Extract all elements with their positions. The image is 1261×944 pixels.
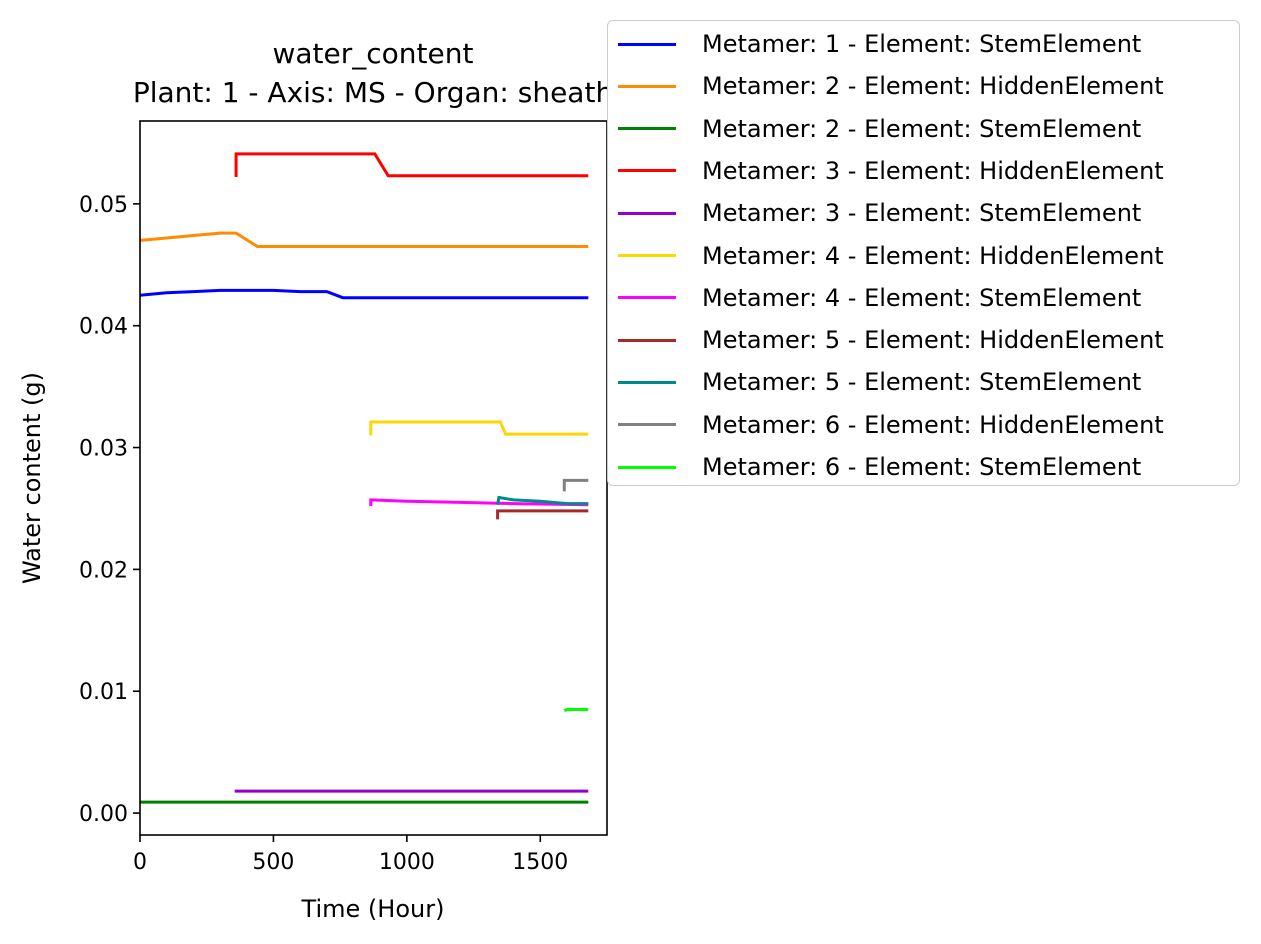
legend-swatch (618, 380, 676, 384)
chart-title: water_content (273, 37, 474, 70)
series-line-1 (139, 288, 589, 300)
legend-item: Metamer: 3 - Element: StemElement (618, 193, 1141, 233)
legend-item: Metamer: 2 - Element: StemElement (618, 109, 1141, 149)
legend-item: Metamer: 4 - Element: HiddenElement (618, 236, 1164, 276)
x-tick-label: 1000 (379, 850, 435, 875)
legend-label: Metamer: 5 - Element: StemElement (702, 368, 1142, 397)
legend-label: Metamer: 2 - Element: StemElement (702, 114, 1142, 143)
y-tick-label: 0.00 (79, 802, 128, 827)
series-line-6 (369, 420, 589, 436)
legend-item: Metamer: 4 - Element: StemElement (618, 278, 1141, 318)
x-axis: 0 500 1000 1500 (133, 835, 568, 875)
legend-label: Metamer: 4 - Element: HiddenElement (702, 241, 1164, 270)
legend-label: Metamer: 3 - Element: StemElement (702, 199, 1142, 228)
y-tick-label: 0.03 (79, 437, 128, 462)
legend: Metamer: 1 - Element: StemElement Metamer… (607, 20, 1240, 486)
legend-item: Metamer: 6 - Element: StemElement (618, 447, 1141, 487)
series-line-4 (234, 152, 589, 178)
x-tick-label: 500 (252, 850, 294, 875)
legend-swatch (618, 84, 676, 88)
series-layer (139, 152, 589, 804)
series-line-11 (563, 708, 589, 713)
legend-swatch (618, 42, 676, 46)
legend-swatch (618, 254, 676, 257)
legend-swatch (618, 211, 676, 215)
legend-label: Metamer: 1 - Element: StemElement (702, 30, 1142, 58)
chart-subtitle: Plant: 1 - Axis: MS - Organ: sheath (133, 76, 613, 109)
series-line-10 (562, 478, 589, 492)
series-line-2 (139, 231, 589, 248)
legend-swatch (618, 423, 676, 427)
legend-item: Metamer: 2 - Element: HiddenElement (618, 66, 1164, 106)
legend-label: Metamer: 3 - Element: HiddenElement (702, 156, 1164, 185)
legend-label: Metamer: 2 - Element: HiddenElement (702, 72, 1164, 101)
x-tick-label: 0 (133, 850, 147, 875)
y-tick-label: 0.01 (79, 680, 128, 705)
x-axis-label: Time (Hour) (301, 895, 445, 923)
legend-swatch (618, 169, 676, 173)
legend-label: Metamer: 5 - Element: HiddenElement (702, 326, 1164, 355)
y-tick-label: 0.05 (79, 193, 128, 218)
legend-item: Metamer: 1 - Element: StemElement (618, 24, 1141, 64)
legend-label: Metamer: 6 - Element: HiddenElement (702, 410, 1164, 439)
y-tick-label: 0.04 (79, 315, 128, 340)
series-line-8 (496, 509, 589, 520)
series-line-7 (369, 498, 589, 507)
legend-item: Metamer: 5 - Element: StemElement (618, 362, 1141, 402)
legend-swatch (618, 296, 676, 300)
plot-frame (139, 120, 608, 836)
series-line-9 (496, 495, 589, 506)
legend-swatch (618, 127, 676, 131)
legend-item: Metamer: 5 - Element: HiddenElement (618, 320, 1164, 360)
legend-swatch (618, 338, 676, 342)
y-axis-label: Water content (g) (18, 372, 46, 584)
x-tick-label: 1500 (512, 850, 568, 875)
legend-label: Metamer: 6 - Element: StemElement (702, 453, 1142, 481)
legend-label: Metamer: 4 - Element: StemElement (702, 283, 1142, 312)
y-axis: 0.00 0.01 0.02 0.03 0.04 0.05 (79, 193, 140, 827)
legend-item: Metamer: 3 - Element: HiddenElement (618, 151, 1164, 191)
legend-swatch (618, 465, 676, 469)
legend-item: Metamer: 6 - Element: HiddenElement (618, 405, 1164, 445)
y-tick-label: 0.02 (79, 558, 128, 583)
